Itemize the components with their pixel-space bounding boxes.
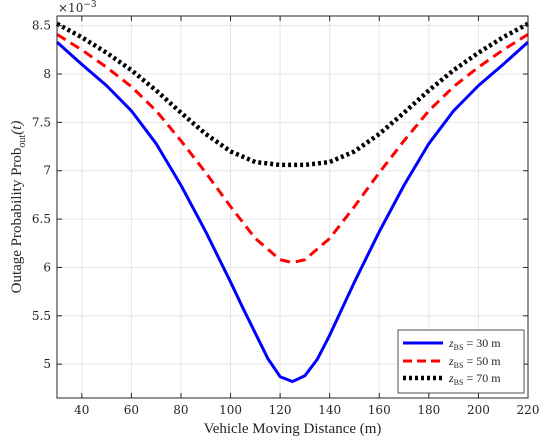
legend-entry-3-sub: BS — [454, 378, 464, 387]
y-exponent-label: ×10−3 — [58, 0, 97, 15]
x-tick-label: 40 — [74, 403, 89, 417]
y-tick-label: 6 — [43, 260, 51, 274]
y-tick-label: 8 — [43, 67, 51, 81]
y-tick-label: 8.5 — [32, 19, 51, 33]
legend-entry-1-var: z — [448, 336, 454, 350]
series-layer — [55, 21, 530, 384]
x-axis-label: Vehicle Moving Distance (m) — [204, 421, 382, 437]
legend-entry-3-var: z — [448, 371, 454, 385]
x-tick-label: 160 — [368, 403, 391, 417]
x-tick-label: 180 — [417, 403, 440, 417]
legend-entry-1: zBS = 30 m — [448, 336, 501, 352]
legend-entry-3-rest: = 70 m — [463, 371, 501, 385]
x-tick-label: 80 — [173, 403, 188, 417]
legend-entry-1-rest: = 30 m — [463, 336, 501, 350]
x-tick-label: 60 — [124, 403, 139, 417]
y-tick-label: 6.5 — [32, 212, 51, 226]
x-tick-label: 220 — [517, 403, 540, 417]
y-axis-label-tail: (t) — [9, 121, 25, 135]
x-axis-ticks: 40 60 80 100 120 140 160 180 200 220 — [74, 16, 539, 417]
legend-entry-1-sub: BS — [454, 343, 464, 352]
y-exponent-power: −3 — [83, 0, 97, 10]
x-tick-label: 200 — [467, 403, 490, 417]
y-axis-label-sub: out — [17, 135, 28, 148]
series-line-3 — [55, 21, 530, 168]
legend-entry-2: zBS = 50 m — [448, 354, 501, 370]
y-tick-label: 7 — [43, 164, 51, 178]
y-tick-label: 5 — [43, 357, 51, 371]
y-axis-label: Outage Probability Probout(t) — [9, 121, 28, 294]
series-line-1 — [55, 40, 530, 384]
legend-entry-2-sub: BS — [454, 361, 464, 370]
plot-frame — [56, 15, 529, 399]
x-tick-label: 140 — [318, 403, 341, 417]
legend-entry-2-var: z — [448, 354, 454, 368]
series-line-2 — [56, 33, 529, 265]
legend: zBS = 30 m zBS = 50 m zBS = 70 m — [397, 329, 525, 394]
y-exponent-base: ×10 — [58, 1, 83, 15]
legend-entry-3: zBS = 70 m — [448, 371, 501, 387]
legend-entry-2-rest: = 50 m — [463, 354, 501, 368]
x-tick-label: 120 — [269, 403, 292, 417]
y-tick-label: 5.5 — [32, 309, 51, 323]
y-tick-label: 7.5 — [32, 115, 51, 129]
x-tick-label: 100 — [219, 403, 242, 417]
y-axis-label-main: Outage Probability Prob — [9, 148, 25, 294]
y-axis-ticks: 5 5.5 6 6.5 7 7.5 8 8.5 — [32, 19, 528, 371]
